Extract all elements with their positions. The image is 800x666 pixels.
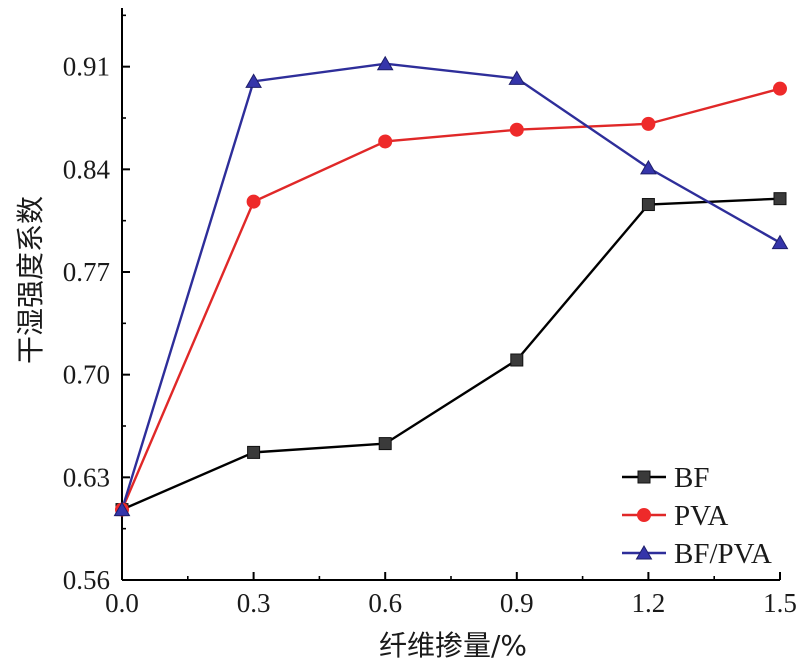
y-tick-label: 0.56 [63,565,110,595]
data-point-pva [509,122,524,137]
series-line-bf-pva [120,62,781,510]
data-point-bf-pva [771,234,789,250]
x-tick-label: 0.6 [368,588,402,618]
x-axis-ticks: 0.0 0.3 0.6 0.9 1.2 1.5 [105,572,797,618]
legend-marker-pva [637,508,651,522]
data-point-pva [246,194,261,209]
data-point-bf-pva [113,501,131,517]
x-tick-label: 1.2 [632,588,666,618]
y-axis-ticks: 0.56 0.63 0.70 0.77 0.84 0.91 [63,14,130,595]
data-point-bf [773,192,787,206]
data-point-pva [641,116,656,131]
data-point-bf [247,445,261,459]
y-axis-title: 干湿强度系数 [14,196,47,364]
data-point-pva [378,134,393,149]
legend-label-bf-pva: BF/PVA [674,538,772,570]
y-tick-label: 0.70 [63,360,110,390]
legend: BF PVA BF/PVA [622,462,772,570]
x-axis-title: 纤维掺量/% [379,629,527,662]
y-tick-label: 0.63 [63,462,110,492]
y-tick-label: 0.91 [63,52,110,82]
data-point-bf [510,353,524,367]
x-tick-label: 0.0 [105,588,139,618]
data-point-bf-pva [376,55,394,71]
series-line-bf [121,197,781,511]
legend-marker-bf-pva [635,544,653,560]
data-point-bf [641,198,655,212]
legend-marker-bf [637,470,651,484]
legend-label-bf: BF [674,462,709,494]
axes [121,8,780,581]
x-tick-label: 1.5 [763,588,797,618]
data-point-bf-pva [508,70,526,85]
series-line-pva [120,87,781,511]
data-point-bf [378,437,392,451]
data-point-pva [773,81,787,96]
data-point-bf-pva [245,73,262,88]
x-tick-label: 0.3 [237,588,271,618]
y-tick-label: 0.77 [63,257,110,287]
legend-label-pva: PVA [674,500,728,532]
series-group [113,55,789,517]
x-tick-label: 0.9 [500,588,534,618]
data-point-bf-pva [640,159,657,175]
y-tick-label: 0.84 [63,154,111,184]
